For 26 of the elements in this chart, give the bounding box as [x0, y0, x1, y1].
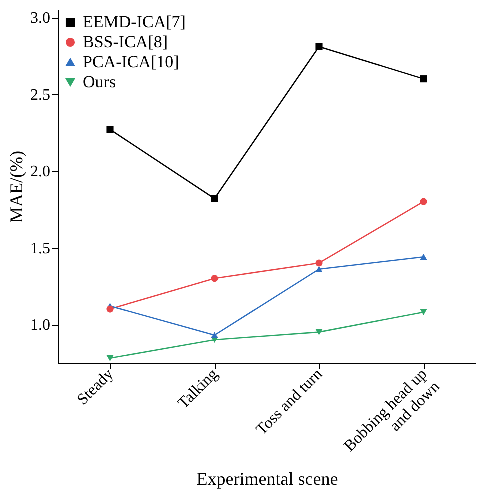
- point: [211, 195, 218, 202]
- y-tick-label: 2.5: [30, 86, 50, 104]
- point: [316, 260, 323, 267]
- y-axis-title: MAE/(%): [6, 151, 26, 223]
- legend-label: Ours: [83, 72, 116, 92]
- point: [316, 43, 323, 50]
- point: [420, 254, 428, 260]
- x-tick-label: Toss and turn: [253, 366, 326, 439]
- legend-label: PCA-ICA[10]: [83, 52, 180, 72]
- legend-label: EEMD-ICA[7]: [83, 12, 186, 32]
- y-tick-label: 1.0: [30, 317, 50, 334]
- point: [106, 306, 114, 313]
- legend-label: BSS-ICA[8]: [83, 32, 168, 52]
- y-tick-label: 2.0: [30, 164, 50, 181]
- y-tick-label: 3.0: [30, 10, 50, 28]
- point: [420, 309, 428, 316]
- point: [211, 332, 218, 338]
- point: [316, 329, 323, 336]
- point: [106, 355, 114, 362]
- y-tick-label: 1.5: [30, 240, 50, 258]
- point: [420, 198, 428, 206]
- point: [211, 275, 218, 282]
- point: [420, 76, 428, 83]
- point: [316, 266, 323, 272]
- x-axis-title: Experimental scene: [196, 469, 338, 490]
- point: [106, 126, 114, 134]
